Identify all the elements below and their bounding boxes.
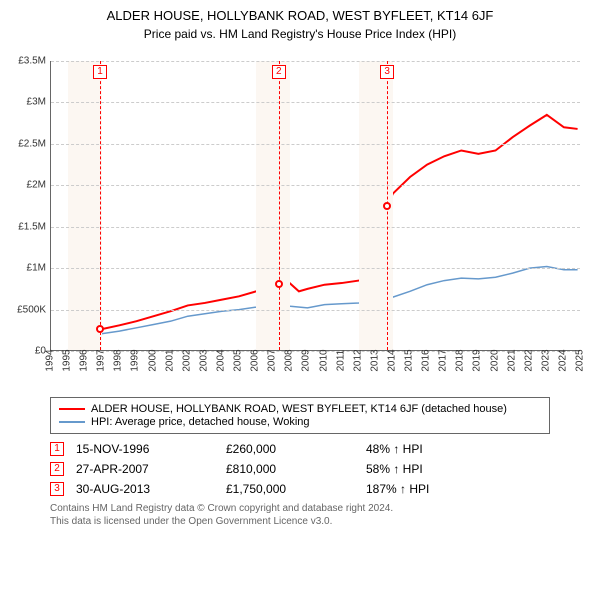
gridline xyxy=(51,61,580,62)
marker-price: £810,000 xyxy=(226,462,366,476)
y-axis-label: £3.5M xyxy=(18,56,46,67)
chart-lines xyxy=(51,61,580,350)
x-axis-label: 2023 xyxy=(540,349,551,371)
marker-legend-box: 3 xyxy=(50,482,64,496)
x-axis-label: 2003 xyxy=(198,349,209,371)
y-axis-label: £2M xyxy=(27,180,46,191)
marker-box: 2 xyxy=(272,65,286,79)
x-axis-label: 1996 xyxy=(79,349,90,371)
marker-box: 3 xyxy=(380,65,394,79)
x-axis-label: 2017 xyxy=(438,349,449,371)
gridline xyxy=(51,144,580,145)
series-line xyxy=(68,115,577,335)
y-axis-label: £3M xyxy=(27,97,46,108)
y-axis-label: £500K xyxy=(17,304,46,315)
marker-pct: 187% ↑ HPI xyxy=(366,482,496,496)
x-axis-label: 2001 xyxy=(164,349,175,371)
marker-date: 27-APR-2007 xyxy=(76,462,226,476)
chart-container: ALDER HOUSE, HOLLYBANK ROAD, WEST BYFLEE… xyxy=(0,0,600,536)
plot: 1 2 3 xyxy=(50,61,580,351)
chart-area: £0£500K£1M£1.5M£2M£2.5M£3M£3.5M 123 1994… xyxy=(10,51,590,391)
marker-price: £1,750,000 xyxy=(226,482,366,496)
legend-item-hpi: HPI: Average price, detached house, Woki… xyxy=(59,416,541,428)
marker-date: 15-NOV-1996 xyxy=(76,442,226,456)
footer: Contains HM Land Registry data © Crown c… xyxy=(50,502,590,528)
marker-pct: 58% ↑ HPI xyxy=(366,462,496,476)
marker-row: 3 30-AUG-2013£1,750,000187% ↑ HPI xyxy=(50,482,590,496)
x-axis-label: 2013 xyxy=(369,349,380,371)
marker-pct: 48% ↑ HPI xyxy=(366,442,496,456)
series-line xyxy=(68,266,577,336)
marker-line xyxy=(279,61,280,350)
marker-legend-box: 2 xyxy=(50,462,64,476)
legend: ALDER HOUSE, HOLLYBANK ROAD, WEST BYFLEE… xyxy=(50,397,550,434)
x-axis-label: 2018 xyxy=(455,349,466,371)
y-axis-label: £1M xyxy=(27,263,46,274)
chart-title: ALDER HOUSE, HOLLYBANK ROAD, WEST BYFLEE… xyxy=(10,8,590,23)
chart-subtitle: Price paid vs. HM Land Registry's House … xyxy=(10,27,590,41)
legend-swatch xyxy=(59,408,85,410)
x-axis-label: 2015 xyxy=(404,349,415,371)
x-axis-label: 2014 xyxy=(386,349,397,371)
x-axis-label: 2005 xyxy=(233,349,244,371)
x-axis-label: 2021 xyxy=(506,349,517,371)
footer-line: This data is licensed under the Open Gov… xyxy=(50,515,590,528)
x-axis-label: 2025 xyxy=(575,349,586,371)
x-axis-label: 2011 xyxy=(335,350,346,372)
x-axis-label: 2006 xyxy=(250,349,261,371)
x-axis-label: 1995 xyxy=(62,349,73,371)
marker-point xyxy=(96,325,104,333)
shaded-band xyxy=(68,61,102,350)
gridline xyxy=(51,185,580,186)
marker-date: 30-AUG-2013 xyxy=(76,482,226,496)
legend-item-property: ALDER HOUSE, HOLLYBANK ROAD, WEST BYFLEE… xyxy=(59,403,541,415)
x-axis-label: 1999 xyxy=(130,349,141,371)
marker-legend-box: 1 xyxy=(50,442,64,456)
x-axis-label: 2008 xyxy=(284,349,295,371)
marker-line xyxy=(100,61,101,350)
x-axis-label: 2009 xyxy=(301,349,312,371)
legend-swatch xyxy=(59,421,85,423)
marker-box: 1 xyxy=(93,65,107,79)
marker-point xyxy=(383,202,391,210)
x-axis-label: 2020 xyxy=(489,349,500,371)
x-axis-label: 2024 xyxy=(557,349,568,371)
x-axis-label: 1998 xyxy=(113,349,124,371)
x-axis-label: 2010 xyxy=(318,349,329,371)
gridline xyxy=(51,227,580,228)
x-axis-label: 2016 xyxy=(421,349,432,371)
marker-row: 2 27-APR-2007£810,00058% ↑ HPI xyxy=(50,462,590,476)
marker-row: 1 15-NOV-1996£260,00048% ↑ HPI xyxy=(50,442,590,456)
x-axis-label: 2000 xyxy=(147,349,158,371)
marker-point xyxy=(275,280,283,288)
shaded-band xyxy=(256,61,290,350)
y-axis-label: £2.5M xyxy=(18,138,46,149)
footer-line: Contains HM Land Registry data © Crown c… xyxy=(50,502,590,515)
x-axis-label: 2002 xyxy=(181,349,192,371)
marker-price: £260,000 xyxy=(226,442,366,456)
x-axis-label: 2004 xyxy=(215,349,226,371)
x-axis-label: 1994 xyxy=(45,349,56,371)
legend-label: HPI: Average price, detached house, Woki… xyxy=(91,416,310,428)
x-axis-label: 2019 xyxy=(472,349,483,371)
legend-label: ALDER HOUSE, HOLLYBANK ROAD, WEST BYFLEE… xyxy=(91,403,507,415)
y-axis-label: £1.5M xyxy=(18,221,46,232)
marker-table: 1 15-NOV-1996£260,00048% ↑ HPI 2 27-APR-200… xyxy=(50,442,590,496)
x-axis-label: 2022 xyxy=(523,349,534,371)
gridline xyxy=(51,102,580,103)
x-axis-label: 2007 xyxy=(267,349,278,371)
x-axis-label: 1997 xyxy=(96,349,107,371)
gridline xyxy=(51,310,580,311)
x-axis-label: 2012 xyxy=(352,349,363,371)
gridline xyxy=(51,268,580,269)
